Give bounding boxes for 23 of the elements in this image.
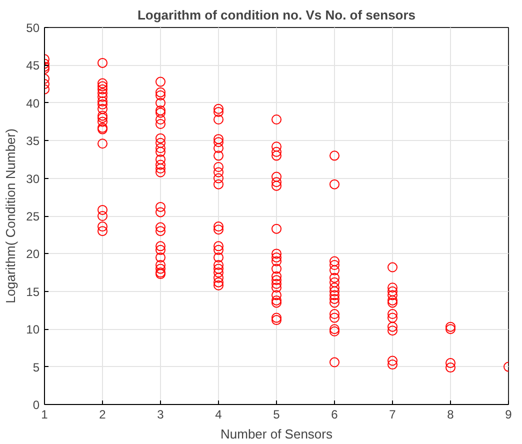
y-tick-label: 35 — [26, 134, 40, 148]
y-tick-label: 25 — [26, 210, 40, 224]
x-tick-label: 8 — [447, 408, 454, 422]
y-tick-label: 45 — [26, 58, 40, 73]
y-tick-label: 40 — [26, 96, 40, 110]
y-axis-title: Logarithm( Condition Number) — [3, 128, 18, 304]
x-tick-label: 9 — [505, 408, 512, 422]
x-tick-label: 2 — [99, 408, 106, 422]
x-tick-label: 1 — [41, 408, 48, 422]
y-tick-label: 30 — [26, 172, 40, 186]
y-tick-label: 15 — [26, 284, 40, 299]
x-tick-label: 6 — [331, 408, 338, 422]
y-tick-label: 5 — [32, 360, 40, 374]
x-tick-label: 3 — [157, 408, 164, 422]
x-tick-label: 7 — [389, 408, 396, 422]
y-tick-label: 0 — [32, 398, 40, 412]
x-tick-label: 5 — [273, 408, 280, 422]
y-tick-label: 10 — [26, 322, 40, 337]
y-tick-label: 50 — [26, 21, 40, 35]
x-tick-label: 4 — [215, 408, 222, 422]
y-tick-label: 20 — [26, 247, 40, 262]
x-axis-title: Number of Sensors — [220, 426, 333, 442]
chart-title: Logarithm of condition no. Vs No. of sensors — [137, 8, 416, 22]
